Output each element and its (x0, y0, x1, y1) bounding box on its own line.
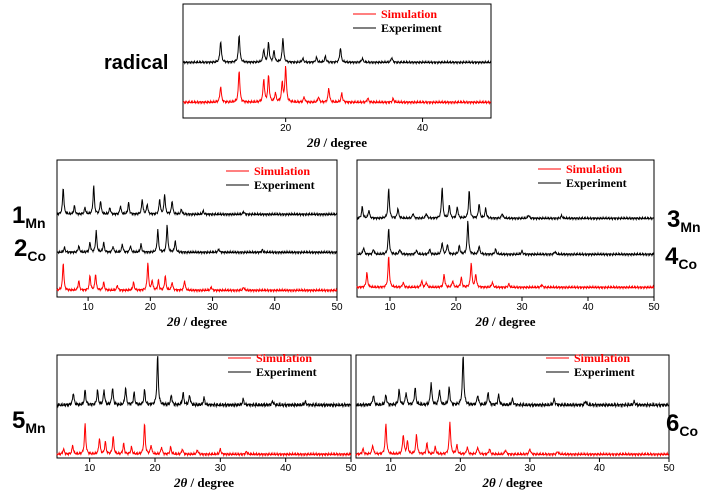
x-tick-label: 40 (594, 463, 606, 474)
x-tick-label: 50 (663, 463, 675, 474)
x-tick-label: 20 (280, 123, 292, 134)
x-axis-label-symbol: 2θ (475, 314, 490, 329)
legend-label: Simulation (381, 7, 437, 21)
pattern-trace-6co (355, 356, 670, 409)
plot-frame (355, 354, 670, 459)
x-axis-label: 2θ / degree (173, 475, 234, 490)
x-tick-label: 10 (385, 463, 397, 474)
x-tick-label: 10 (83, 302, 95, 313)
sample-label: 3Mn (667, 206, 701, 235)
x-axis-label-symbol: 2θ (306, 135, 321, 150)
sample-label: 1Mn (12, 202, 46, 231)
pattern-trace-simulation (356, 256, 655, 291)
pattern-trace-3mn (356, 187, 655, 222)
x-tick-label: 10 (384, 302, 396, 313)
pattern-trace-5mn (56, 356, 352, 409)
x-tick-label: 30 (524, 463, 536, 474)
pattern-trace-simulation (355, 421, 670, 458)
pattern-trace-1mn (56, 185, 338, 218)
x-axis-label-symbol: 2θ (166, 314, 181, 329)
x-axis-label-unit: / degree (320, 135, 367, 150)
pattern-trace-4co (356, 220, 655, 258)
x-axis-label: 2θ / degree (482, 475, 543, 490)
x-tick-label: 30 (215, 463, 227, 474)
x-tick-label: 40 (269, 302, 281, 313)
plot-frame (182, 3, 492, 119)
x-tick-label: 30 (516, 302, 528, 313)
x-axis-label-symbol: 2θ (173, 475, 188, 490)
legend-label: Simulation (566, 162, 622, 176)
legend-label: Experiment (566, 176, 627, 190)
pattern-trace-simulation (182, 65, 492, 106)
x-tick-label: 50 (331, 302, 343, 313)
x-axis-label-unit: / degree (187, 475, 234, 490)
legend-label: Simulation (254, 164, 310, 178)
x-tick-label: 50 (648, 302, 660, 313)
sample-label: 6Co (666, 410, 698, 439)
x-tick-label: 30 (207, 302, 219, 313)
sample-label-number: 5 (12, 407, 25, 434)
legend-label: Experiment (574, 365, 635, 379)
sample-label-metal: Co (679, 423, 698, 439)
x-axis-label: 2θ / degree (306, 135, 367, 150)
sample-label: 2Co (14, 235, 46, 264)
x-tick-label: 50 (345, 463, 357, 474)
pxrd-panel-4: 10 20 30 40 50 2θ / degree SimulationExperimen… (12, 351, 357, 490)
sample-label-number: 2 (14, 235, 27, 262)
pxrd-panel-3: 10 20 30 40 50 2θ / degree SimulationExperimen… (356, 159, 701, 329)
legend-label: Simulation (256, 351, 312, 365)
x-axis-label-unit: / degree (496, 475, 543, 490)
sample-label: 4Co (665, 243, 697, 272)
x-axis-label: 2θ / degree (166, 314, 227, 329)
x-axis-label-unit: / degree (180, 314, 227, 329)
x-axis-label-unit: / degree (489, 314, 536, 329)
sample-label-metal: Co (27, 248, 46, 264)
pattern-trace-experiment (182, 34, 492, 66)
pattern-trace-simulation (56, 423, 352, 458)
x-tick-label: 40 (280, 463, 292, 474)
x-tick-label: 20 (450, 302, 462, 313)
sample-label-metal: Mn (25, 215, 45, 231)
sample-label: 5Mn (12, 407, 46, 436)
sample-label-metal: Mn (25, 420, 45, 436)
pattern-trace-2co (56, 224, 338, 256)
pxrd-panel-5: 10 20 30 40 50 2θ / degree SimulationExperimen… (355, 351, 698, 490)
legend-label: Experiment (256, 365, 317, 379)
legend-label: Experiment (254, 178, 315, 192)
x-axis-label-symbol: 2θ (482, 475, 497, 490)
sample-label-number: 6 (666, 410, 679, 437)
x-tick-label: 20 (149, 463, 161, 474)
pattern-trace-simulation (56, 262, 338, 294)
sample-label-number: 4 (665, 243, 679, 270)
legend-label: Simulation (574, 351, 630, 365)
x-axis-label: 2θ / degree (475, 314, 536, 329)
sample-label-number: 3 (667, 206, 680, 233)
x-tick-label: 10 (84, 463, 96, 474)
sample-label-number: 1 (12, 202, 25, 229)
x-tick-label: 40 (582, 302, 594, 313)
plot-frame (56, 159, 338, 298)
legend-label: Experiment (381, 21, 442, 35)
pxrd-panel-2: 10 20 30 40 50 2θ / degree SimulationExperimen… (12, 159, 343, 329)
sample-label: radical (104, 52, 168, 74)
x-tick-label: 20 (145, 302, 157, 313)
plot-frame (356, 159, 655, 298)
x-tick-label: 20 (455, 463, 467, 474)
x-tick-label: 40 (417, 123, 429, 134)
sample-label-metal: Mn (680, 219, 700, 235)
sample-label-metal: Co (678, 256, 697, 272)
